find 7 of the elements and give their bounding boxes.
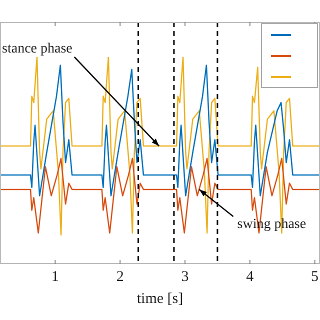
x-tick-label: 3 [181,268,189,285]
x-tick-label: 4 [246,268,254,285]
x-tick-label: 5 [311,268,319,285]
annotation: stance phase [2,42,72,57]
x-tick-label: 2 [116,268,124,285]
x-axis-title: time [s] [136,290,184,307]
x-tick-label: 1 [51,268,59,285]
